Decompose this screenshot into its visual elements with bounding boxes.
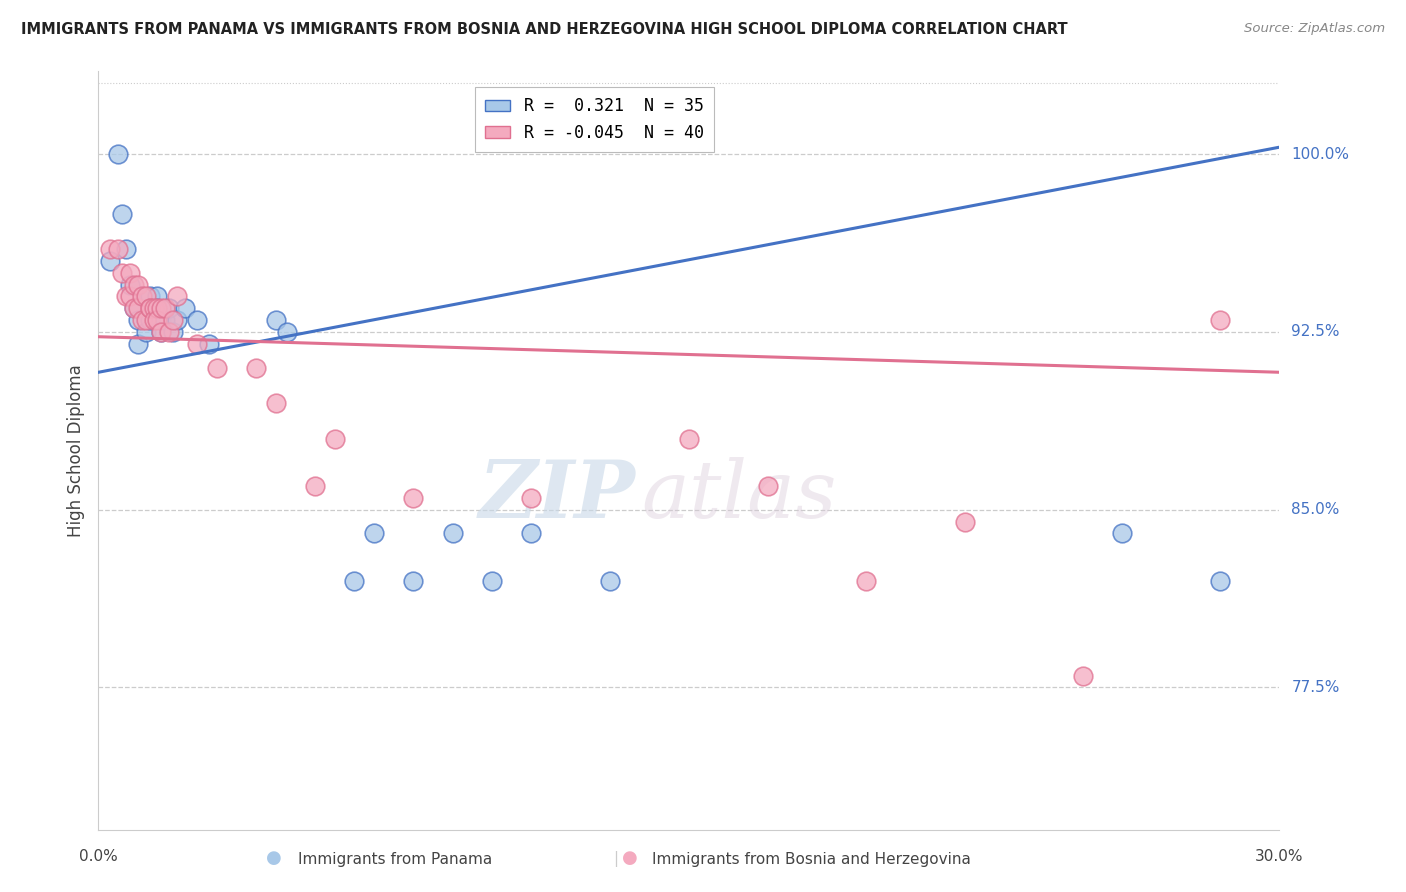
Point [127, 336, 149, 351]
Point [118, 266, 141, 280]
Legend: R =  0.321  N = 35, R = -0.045  N = 40: R = 0.321 N = 35, R = -0.045 N = 40 [475, 87, 714, 152]
Point [197, 336, 219, 351]
Point [205, 360, 228, 375]
Point [150, 325, 173, 339]
Point [520, 491, 543, 505]
Point [520, 526, 543, 541]
Text: 100.0%: 100.0% [1291, 147, 1350, 161]
Text: atlas: atlas [641, 458, 837, 534]
Text: |: | [613, 851, 619, 867]
Text: Immigrants from Panama: Immigrants from Panama [298, 852, 492, 867]
Point [135, 313, 157, 327]
Point [441, 526, 464, 541]
Point [150, 313, 173, 327]
Text: 30.0%: 30.0% [1256, 848, 1303, 863]
Point [953, 515, 976, 529]
Point [245, 360, 267, 375]
Point [131, 289, 153, 303]
Point [157, 325, 180, 339]
Point [150, 325, 173, 339]
Point [150, 301, 173, 316]
Point [599, 574, 621, 588]
Point [111, 206, 134, 220]
Point [138, 301, 160, 316]
Point [115, 289, 138, 303]
Text: 85.0%: 85.0% [1291, 502, 1340, 517]
Point [135, 325, 157, 339]
Point [118, 277, 141, 292]
Point [1111, 526, 1133, 541]
Point [131, 313, 153, 327]
Point [146, 289, 169, 303]
Point [98, 242, 121, 256]
Point [304, 479, 326, 493]
Y-axis label: High School Diploma: High School Diploma [66, 364, 84, 537]
Point [138, 301, 160, 316]
Point [186, 313, 208, 327]
Point [323, 432, 346, 446]
Point [276, 325, 298, 339]
Point [481, 574, 503, 588]
Point [186, 336, 208, 351]
Point [162, 313, 184, 327]
Text: 92.5%: 92.5% [1291, 325, 1340, 340]
Point [678, 432, 700, 446]
Point [162, 325, 184, 339]
Point [174, 301, 197, 316]
Point [138, 313, 160, 327]
Point [98, 253, 121, 268]
Point [111, 266, 134, 280]
Text: IMMIGRANTS FROM PANAMA VS IMMIGRANTS FROM BOSNIA AND HERZEGOVINA HIGH SCHOOL DIP: IMMIGRANTS FROM PANAMA VS IMMIGRANTS FRO… [21, 22, 1067, 37]
Point [118, 289, 141, 303]
Point [115, 242, 138, 256]
Point [142, 301, 165, 316]
Point [264, 313, 287, 327]
Point [107, 147, 129, 161]
Point [402, 574, 425, 588]
Point [146, 313, 169, 327]
Point [131, 289, 153, 303]
Point [155, 301, 177, 316]
Point [122, 301, 145, 316]
Text: Source: ZipAtlas.com: Source: ZipAtlas.com [1244, 22, 1385, 36]
Point [157, 301, 180, 316]
Point [127, 313, 149, 327]
Text: ●: ● [621, 849, 638, 867]
Text: ●: ● [266, 849, 283, 867]
Point [146, 301, 169, 316]
Point [142, 313, 165, 327]
Point [1071, 668, 1094, 682]
Point [122, 277, 145, 292]
Point [264, 396, 287, 410]
Point [107, 242, 129, 256]
Point [363, 526, 385, 541]
Point [122, 301, 145, 316]
Point [343, 574, 366, 588]
Point [155, 313, 177, 327]
Text: Immigrants from Bosnia and Herzegovina: Immigrants from Bosnia and Herzegovina [652, 852, 972, 867]
Point [855, 574, 877, 588]
Point [127, 277, 149, 292]
Point [135, 289, 157, 303]
Text: 77.5%: 77.5% [1291, 680, 1340, 695]
Point [756, 479, 779, 493]
Point [1209, 574, 1232, 588]
Point [402, 491, 425, 505]
Point [138, 289, 160, 303]
Point [166, 289, 188, 303]
Point [166, 313, 188, 327]
Point [146, 301, 169, 316]
Point [127, 301, 149, 316]
Text: ZIP: ZIP [479, 458, 636, 534]
Text: 0.0%: 0.0% [79, 848, 118, 863]
Point [1209, 313, 1232, 327]
Point [142, 301, 165, 316]
